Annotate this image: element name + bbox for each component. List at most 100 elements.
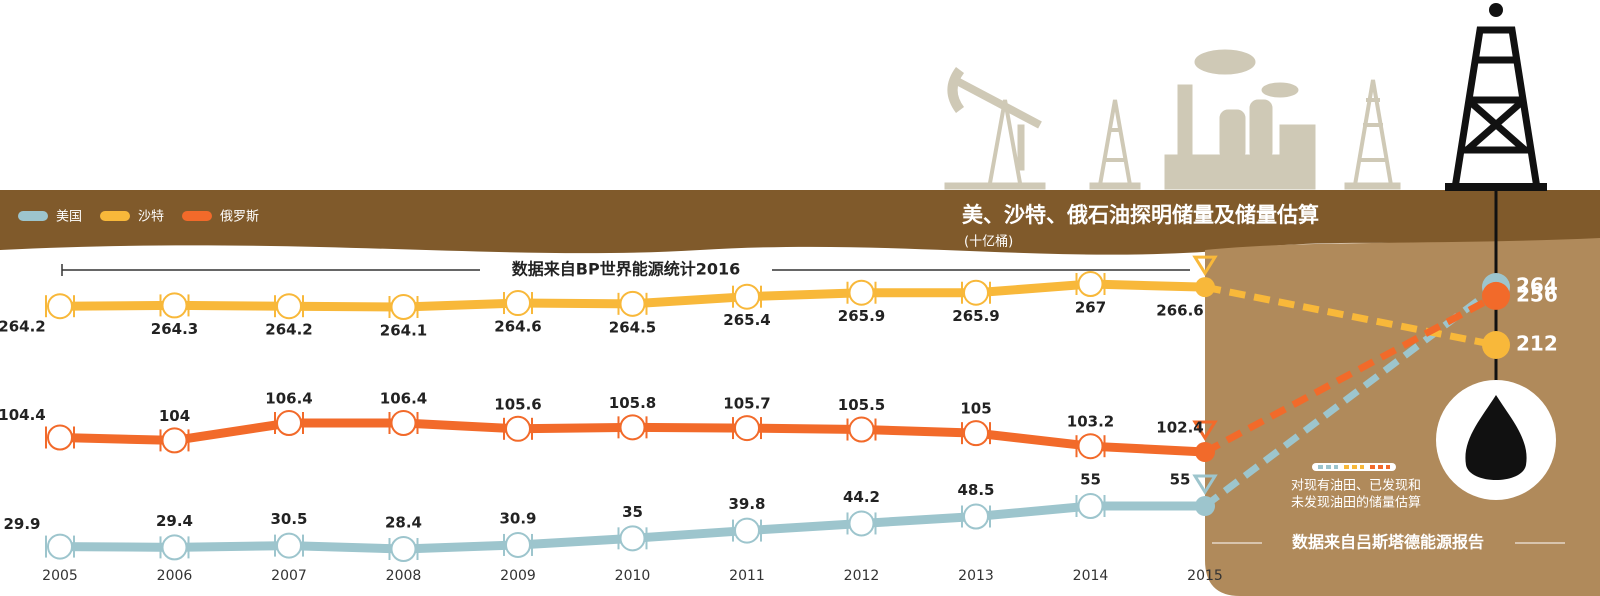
chart-title: 美、沙特、俄石油探明储量及储量估算 bbox=[962, 203, 1319, 227]
data-label: 105 bbox=[960, 400, 991, 418]
estimate-note: 对现有油田、已发现和 bbox=[1291, 478, 1421, 494]
data-label: 264.2 bbox=[265, 321, 312, 339]
background bbox=[0, 3, 1600, 596]
point bbox=[161, 427, 188, 454]
x-tick-label: 2013 bbox=[958, 568, 994, 584]
x-tick-label: 2012 bbox=[844, 568, 880, 584]
data-label: 266.6 bbox=[1156, 302, 1203, 320]
data-label: 104 bbox=[159, 407, 190, 425]
x-tick-label: 2011 bbox=[729, 568, 765, 584]
data-label: 29.4 bbox=[156, 512, 193, 530]
valve bbox=[1192, 255, 1218, 277]
source-right: 数据来自吕斯塔德能源报告 bbox=[1292, 533, 1484, 552]
data-label: 102.4 bbox=[1156, 419, 1203, 437]
data-label: 48.5 bbox=[957, 481, 994, 499]
x-tick-label: 2009 bbox=[500, 568, 536, 584]
legend-swatch bbox=[18, 211, 48, 221]
data-label: 264.5 bbox=[609, 318, 656, 336]
data-label: 55 bbox=[1080, 471, 1101, 489]
point bbox=[47, 424, 73, 451]
x-tick-label: 2014 bbox=[1073, 568, 1109, 584]
data-label: 39.8 bbox=[728, 495, 765, 513]
point bbox=[47, 533, 73, 560]
point bbox=[734, 517, 760, 544]
data-label: 30.9 bbox=[499, 509, 536, 527]
point bbox=[1077, 271, 1104, 297]
point bbox=[619, 414, 646, 441]
point bbox=[390, 294, 417, 320]
data-label: 265.4 bbox=[723, 311, 770, 329]
data-label: 55 bbox=[1170, 471, 1191, 489]
point bbox=[161, 534, 188, 561]
data-label: 104.4 bbox=[0, 406, 46, 424]
legend-label: 美国 bbox=[56, 210, 82, 225]
valve bbox=[1192, 474, 1218, 495]
point bbox=[390, 410, 417, 436]
chart-subtitle: (十亿桶) bbox=[964, 235, 1013, 250]
point bbox=[505, 415, 531, 442]
point bbox=[1195, 442, 1215, 462]
estimate-link bbox=[1203, 292, 1498, 456]
x-tick-label: 2015 bbox=[1187, 568, 1223, 584]
valve bbox=[1192, 420, 1218, 441]
estimate-link bbox=[1202, 284, 1499, 509]
data-label: 264.2 bbox=[0, 318, 46, 336]
point bbox=[848, 510, 875, 537]
x-tick-label: 2007 bbox=[271, 568, 307, 584]
point bbox=[276, 410, 302, 436]
point bbox=[505, 531, 531, 558]
point bbox=[1195, 277, 1215, 298]
data-label: 105.6 bbox=[494, 395, 541, 413]
point bbox=[963, 503, 989, 530]
data-label: 44.2 bbox=[843, 488, 880, 506]
x-tick-label: 2006 bbox=[157, 568, 193, 584]
point bbox=[734, 415, 760, 442]
x-tick-label: 2010 bbox=[615, 568, 651, 584]
data-label: 264.1 bbox=[380, 322, 427, 340]
point bbox=[1077, 493, 1104, 519]
data-label: 265.9 bbox=[952, 307, 999, 325]
data-label: 35 bbox=[622, 503, 643, 521]
point bbox=[963, 279, 989, 306]
point bbox=[276, 532, 302, 559]
point bbox=[848, 279, 875, 306]
point bbox=[161, 292, 188, 319]
legend-label: 俄罗斯 bbox=[220, 210, 259, 225]
legend-label: 沙特 bbox=[138, 210, 164, 225]
point bbox=[848, 416, 875, 443]
data-label: 267 bbox=[1075, 299, 1106, 317]
data-label: 264.3 bbox=[151, 320, 198, 338]
legend-swatch bbox=[182, 211, 212, 221]
point bbox=[734, 283, 760, 310]
data-label: 29.9 bbox=[3, 515, 40, 533]
point bbox=[505, 290, 531, 317]
data-label: 264.6 bbox=[494, 318, 541, 336]
point bbox=[1077, 433, 1104, 460]
estimate-note: 未发现油田的储量估算 bbox=[1291, 495, 1421, 511]
point bbox=[1195, 496, 1215, 516]
estimate-point bbox=[1482, 331, 1510, 359]
data-label: 30.5 bbox=[270, 510, 307, 528]
data-label: 103.2 bbox=[1067, 413, 1114, 431]
estimate-point bbox=[1482, 281, 1510, 310]
estimate-label: 264 bbox=[1516, 274, 1558, 298]
x-tick-label: 2005 bbox=[42, 568, 78, 584]
data-label: 105.5 bbox=[838, 396, 885, 414]
data-label: 28.4 bbox=[385, 514, 422, 532]
point bbox=[963, 420, 989, 447]
data-label: 105.8 bbox=[609, 394, 656, 412]
data-label: 106.4 bbox=[380, 390, 427, 408]
point bbox=[619, 525, 646, 552]
point bbox=[47, 293, 73, 320]
data-label: 105.7 bbox=[723, 395, 770, 413]
data-label: 265.9 bbox=[838, 307, 885, 325]
point bbox=[276, 293, 302, 320]
estimate-label: 212 bbox=[1516, 332, 1558, 356]
point bbox=[390, 536, 417, 562]
data-label: 106.4 bbox=[265, 390, 312, 408]
x-tick-label: 2008 bbox=[386, 568, 422, 584]
point bbox=[619, 290, 646, 317]
legend-swatch bbox=[100, 211, 130, 221]
source-left: 数据来自BP世界能源统计2016 bbox=[512, 260, 740, 279]
